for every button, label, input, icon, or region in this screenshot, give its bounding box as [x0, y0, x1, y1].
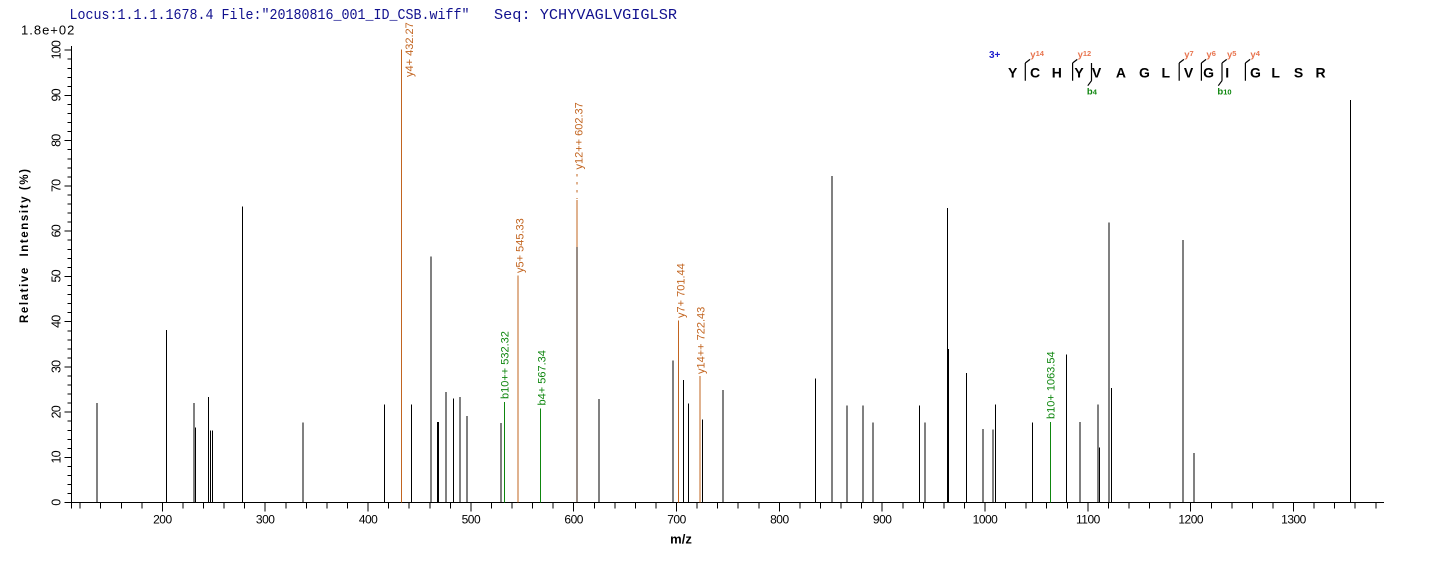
svg-text:A: A [1116, 64, 1126, 80]
svg-text:m/z: m/z [670, 532, 692, 547]
svg-text:10: 10 [49, 450, 63, 463]
svg-text:b10: b10 [1217, 87, 1231, 98]
svg-text:R: R [1315, 64, 1325, 80]
svg-text:3+: 3+ [989, 50, 1001, 61]
svg-text:y14: y14 [1030, 49, 1044, 61]
svg-text:400: 400 [359, 513, 378, 527]
svg-text:1200: 1200 [1178, 513, 1204, 527]
svg-text:V: V [1184, 64, 1194, 80]
svg-text:20: 20 [49, 405, 63, 418]
svg-text:L: L [1271, 64, 1280, 80]
svg-text:y5: y5 [1227, 49, 1236, 61]
svg-text:L: L [1162, 64, 1171, 80]
svg-text:b4+ 567.34: b4+ 567.34 [537, 350, 549, 405]
svg-text:y6: y6 [1206, 49, 1215, 61]
svg-text:G: G [1139, 64, 1150, 80]
svg-text:G: G [1203, 64, 1214, 80]
svg-text:Locus:1.1.1.1678.4 File:"20180: Locus:1.1.1.1678.4 File:"20180816_001_ID… [70, 8, 470, 24]
svg-text:700: 700 [667, 513, 686, 527]
svg-text:y4: y4 [1250, 49, 1260, 61]
svg-text:80: 80 [49, 134, 63, 147]
svg-text:H: H [1052, 64, 1062, 80]
svg-text:900: 900 [873, 513, 892, 527]
svg-text:1.8e+02: 1.8e+02 [21, 23, 75, 38]
svg-text:200: 200 [153, 513, 172, 527]
svg-text:y14++ 722.43: y14++ 722.43 [696, 307, 708, 374]
svg-text:y5+ 545.33: y5+ 545.33 [515, 218, 527, 273]
svg-text:V: V [1092, 64, 1102, 80]
svg-text:Y: Y [1008, 64, 1018, 80]
svg-text:1100: 1100 [1076, 513, 1101, 527]
svg-text:I: I [1225, 64, 1229, 80]
svg-text:70: 70 [49, 179, 63, 192]
svg-text:100: 100 [49, 40, 63, 59]
svg-text:C: C [1030, 64, 1040, 80]
svg-text:Relative Intensity (%): Relative Intensity (%) [19, 169, 31, 323]
svg-text:300: 300 [256, 513, 275, 527]
svg-text:40: 40 [49, 315, 63, 328]
svg-text:S: S [1294, 64, 1303, 80]
svg-text:y12: y12 [1078, 49, 1092, 61]
svg-text:600: 600 [564, 513, 583, 527]
svg-text:60: 60 [49, 224, 63, 237]
svg-text:y7+ 701.44: y7+ 701.44 [676, 263, 688, 318]
svg-text:G: G [1250, 64, 1261, 80]
svg-text:b10+ 1063.54: b10+ 1063.54 [1046, 351, 1058, 419]
svg-text:1000: 1000 [973, 513, 999, 527]
svg-text:500: 500 [462, 513, 481, 527]
svg-text:0: 0 [49, 499, 63, 506]
svg-text:b10++ 532.32: b10++ 532.32 [500, 331, 512, 399]
svg-text:800: 800 [770, 513, 789, 527]
svg-text:b4: b4 [1087, 87, 1098, 98]
svg-text:Seq: YCHYVAGLVGIGLSR: Seq: YCHYVAGLVGIGLSR [494, 8, 677, 24]
svg-text:50: 50 [49, 269, 63, 282]
svg-text:y12++ 602.37: y12++ 602.37 [574, 102, 586, 169]
svg-text:90: 90 [49, 88, 63, 101]
svg-text:30: 30 [49, 360, 63, 373]
svg-text:1300: 1300 [1281, 513, 1307, 527]
svg-text:y7: y7 [1184, 49, 1193, 61]
svg-text:y4+ 432.27: y4+ 432.27 [404, 22, 416, 77]
svg-text:Y: Y [1074, 64, 1084, 80]
